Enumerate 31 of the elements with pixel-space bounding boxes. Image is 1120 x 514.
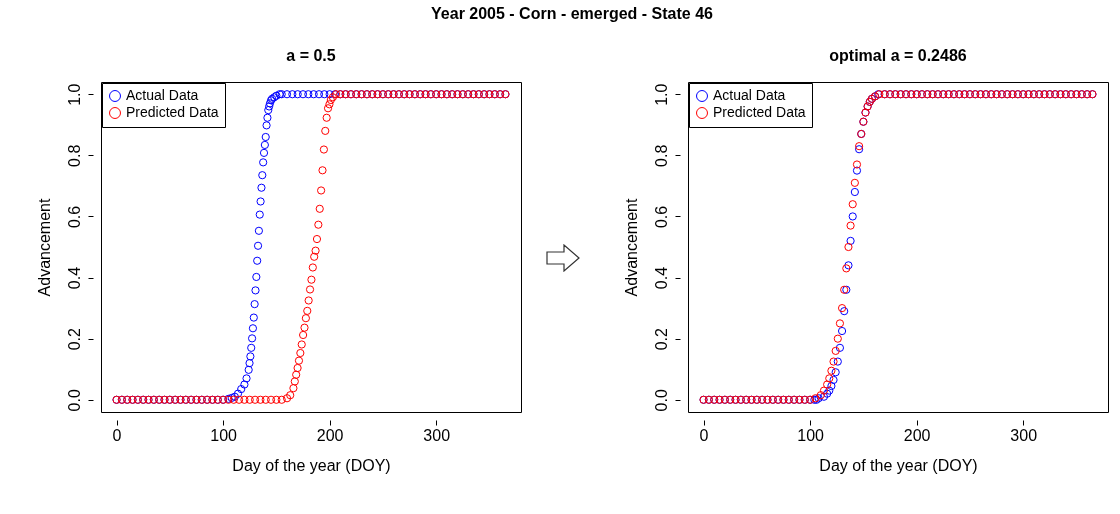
y-tick-label: 0.2	[65, 327, 83, 351]
y-tick-label: 0.2	[652, 327, 670, 351]
y-tick-label: 1.0	[652, 83, 670, 106]
x-tick-label: 200	[903, 426, 931, 444]
text: Year 2005 - Corn - emerged - State 46	[431, 4, 714, 22]
y-tick-label: 0.4	[652, 266, 670, 290]
y-tick-label: 0.0	[652, 389, 670, 412]
y-tick-label: 0.6	[65, 205, 83, 229]
x-tick-label: 200	[316, 426, 344, 444]
y-axis-title: Advancement	[35, 198, 53, 297]
y-tick-label: 1.0	[65, 83, 83, 106]
x-axis-title: Day of the year (DOY)	[232, 456, 391, 474]
x-axis-title: Day of the year (DOY)	[819, 456, 978, 474]
legend-label: Predicted Data	[126, 104, 219, 120]
x-tick-label: 300	[423, 426, 451, 444]
chart-title: a = 0.5	[286, 47, 336, 64]
legend-label: Actual Data	[126, 87, 199, 103]
x-tick-label: 100	[210, 426, 238, 444]
chart-title: optimal a = 0.2486	[829, 47, 967, 64]
y-tick-label: 0.8	[652, 144, 670, 167]
x-tick-label: 300	[1010, 426, 1038, 444]
legend-label: Predicted Data	[713, 104, 806, 120]
legend-label: Actual Data	[713, 87, 786, 103]
y-tick-label: 0.0	[65, 389, 83, 412]
x-tick-label: 0	[699, 426, 709, 444]
y-tick-label: 0.4	[65, 266, 83, 290]
y-tick-label: 0.6	[652, 205, 670, 229]
x-tick-label: 100	[797, 426, 825, 444]
x-tick-label: 0	[112, 426, 122, 444]
y-axis-title: Advancement	[622, 198, 640, 297]
y-tick-label: 0.8	[65, 144, 83, 167]
